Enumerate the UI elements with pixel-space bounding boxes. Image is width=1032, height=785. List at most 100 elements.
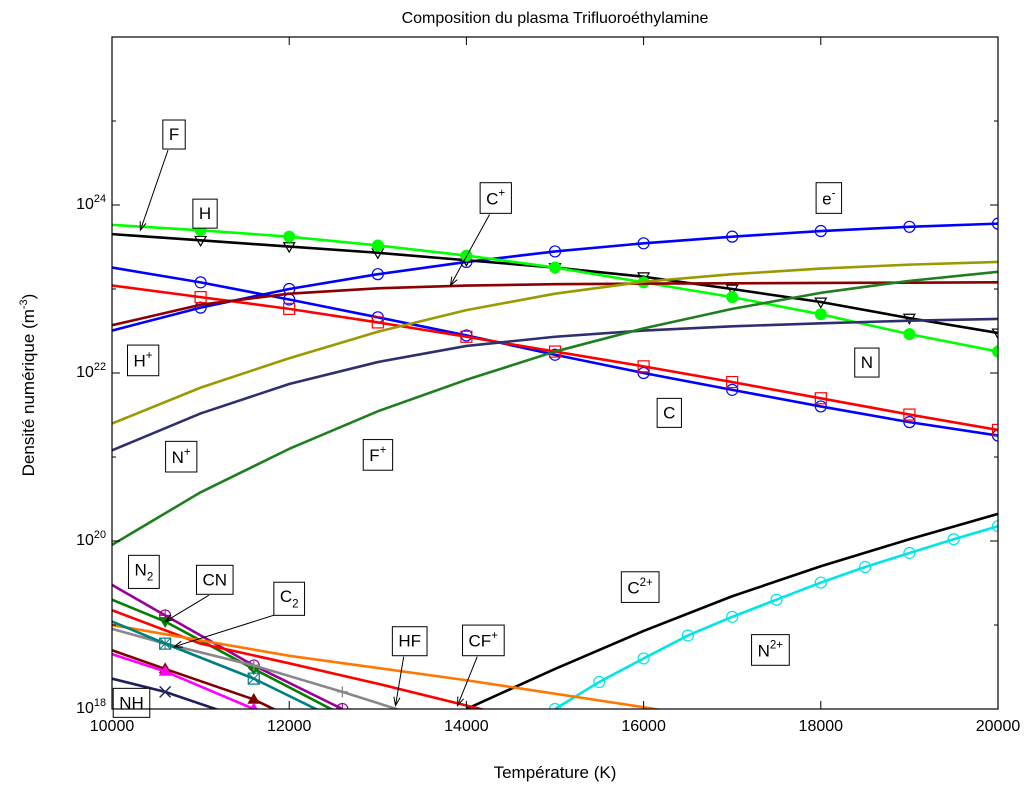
data-point bbox=[991, 520, 998, 533]
data-point bbox=[770, 593, 783, 606]
series-line bbox=[112, 620, 319, 709]
annotation-label: CN bbox=[163, 564, 234, 623]
annotation-text: HF bbox=[398, 632, 421, 651]
series-line bbox=[465, 512, 998, 709]
data-point bbox=[947, 533, 960, 546]
data-point bbox=[248, 659, 260, 671]
series-line bbox=[112, 623, 663, 709]
annotation-box bbox=[620, 571, 660, 603]
annotation-arrowhead bbox=[163, 614, 175, 623]
data-point bbox=[371, 239, 384, 252]
annotation-text: CF+ bbox=[469, 630, 499, 651]
data-point bbox=[681, 629, 695, 642]
data-point bbox=[992, 345, 998, 358]
data-point bbox=[725, 284, 739, 296]
data-point bbox=[814, 400, 827, 413]
annotation-box bbox=[391, 626, 428, 657]
annotation-box bbox=[815, 182, 843, 214]
annotation-label: CF+ bbox=[456, 624, 505, 707]
annotation-text: N bbox=[861, 353, 873, 372]
annotation-box bbox=[126, 344, 160, 377]
series-c2- bbox=[465, 512, 998, 709]
data-point bbox=[903, 416, 916, 429]
data-point bbox=[726, 383, 739, 396]
data-point bbox=[549, 261, 561, 274]
data-point bbox=[548, 702, 562, 709]
series-e- bbox=[112, 217, 998, 332]
data-point bbox=[158, 664, 172, 676]
annotation-arrowhead bbox=[172, 640, 184, 648]
y-tick-label: 1018 bbox=[76, 697, 106, 717]
series-unnamed-16 bbox=[112, 620, 348, 728]
data-point bbox=[249, 702, 258, 709]
chart-title: Composition du plasma Trifluoroéthylamin… bbox=[402, 10, 709, 27]
data-point bbox=[903, 408, 916, 421]
annotation-box bbox=[195, 564, 234, 595]
data-point bbox=[814, 297, 828, 309]
annotation-text: e- bbox=[822, 188, 835, 209]
series-line bbox=[554, 524, 998, 709]
data-point bbox=[194, 276, 207, 289]
annotation-box bbox=[162, 119, 186, 150]
annotation-box bbox=[192, 198, 218, 229]
data-point bbox=[337, 737, 348, 746]
series-line bbox=[112, 317, 998, 452]
series-line bbox=[112, 270, 998, 546]
data-point bbox=[637, 237, 650, 250]
annotation-box bbox=[854, 347, 880, 378]
data-point bbox=[637, 652, 650, 665]
x-tick-label: 12000 bbox=[267, 718, 312, 735]
data-point bbox=[991, 328, 998, 340]
annotation-box bbox=[112, 687, 151, 718]
annotation-text: N+ bbox=[172, 446, 191, 467]
annotation-arrow bbox=[173, 611, 284, 648]
data-point bbox=[726, 375, 739, 389]
data-point bbox=[283, 302, 296, 315]
annotation-box bbox=[165, 440, 198, 473]
data-point bbox=[991, 217, 998, 230]
data-point bbox=[593, 675, 606, 689]
data-point bbox=[283, 230, 296, 243]
annotation-layer: F H C+ e- H+ N C N+ F+ N2 CN C2 C2+ HF CF+ N2+ NH bbox=[112, 119, 880, 718]
annotation-label: e- bbox=[815, 182, 843, 214]
data-point bbox=[814, 576, 827, 589]
data-point bbox=[814, 224, 827, 238]
series-line bbox=[112, 260, 998, 425]
annotation-label: HF bbox=[391, 626, 428, 707]
annotation-box bbox=[479, 182, 512, 214]
data-point bbox=[337, 717, 348, 728]
data-point bbox=[194, 235, 208, 247]
annotation-arrow bbox=[395, 656, 405, 706]
annotation-text: C bbox=[663, 403, 675, 422]
annotation-label: F bbox=[139, 119, 186, 232]
series-n2- bbox=[548, 520, 998, 709]
data-point bbox=[814, 392, 827, 405]
data-point bbox=[194, 291, 207, 304]
y-axis-label: Densité numérique (m-3) bbox=[18, 294, 38, 477]
annotation-arrow bbox=[457, 656, 478, 706]
annotation-box bbox=[751, 634, 790, 666]
annotation-box bbox=[273, 581, 306, 616]
data-point bbox=[726, 291, 739, 304]
annotation-box bbox=[128, 554, 160, 589]
data-point bbox=[548, 245, 562, 258]
data-point bbox=[159, 685, 172, 698]
annotation-text: N2+ bbox=[758, 640, 784, 661]
annotation-label: C bbox=[656, 397, 682, 428]
series-n- bbox=[112, 317, 998, 452]
annotation-text: F bbox=[169, 125, 179, 144]
annotation-arrowhead bbox=[456, 696, 464, 707]
data-point bbox=[858, 560, 872, 574]
annotation-text: NH bbox=[119, 693, 144, 712]
data-point bbox=[247, 672, 260, 685]
annotation-arrowhead bbox=[393, 696, 401, 707]
annotation-text: H bbox=[199, 204, 211, 223]
data-point bbox=[337, 711, 348, 720]
series-line bbox=[112, 222, 998, 332]
series-cf- bbox=[112, 623, 663, 709]
ticks-layer: 10000 12000 14000 16000 18000 20000 1018 1020 10… bbox=[76, 36, 1020, 735]
x-tick-label: 14000 bbox=[444, 718, 489, 735]
series-line bbox=[112, 649, 277, 709]
annotation-text: CN bbox=[202, 570, 227, 589]
